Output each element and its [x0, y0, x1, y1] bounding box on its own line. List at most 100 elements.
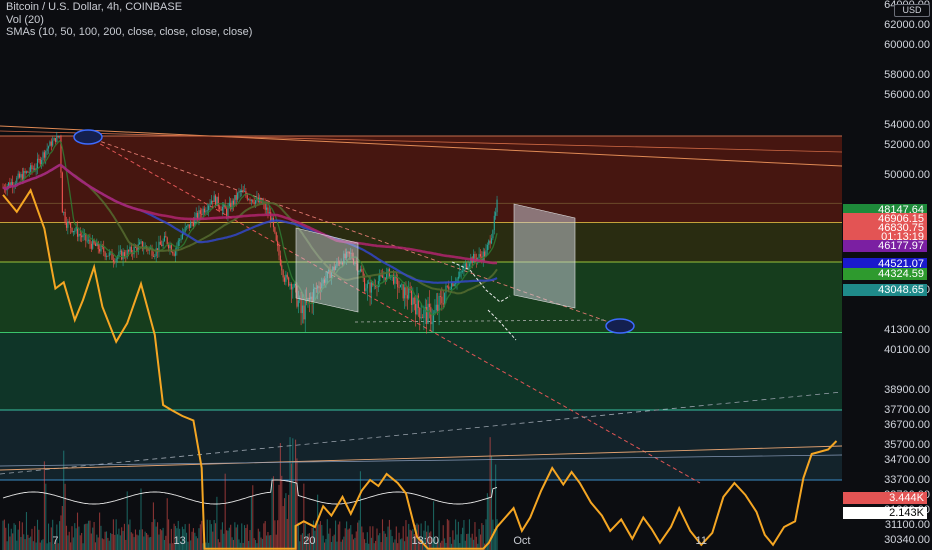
candle: [364, 277, 366, 292]
candle: [420, 317, 422, 319]
candle: [282, 270, 284, 278]
price-axis-label: 41300.00: [884, 324, 930, 336]
volume-bar: [259, 531, 261, 550]
volume-bar: [311, 527, 313, 550]
candle: [21, 174, 23, 181]
volume-bar: [79, 535, 81, 550]
candle: [78, 233, 80, 237]
volume-bar: [154, 519, 156, 550]
sma-indicator-label[interactable]: SMAs (10, 50, 100, 200, close, close, cl…: [6, 26, 253, 38]
currency-label[interactable]: USD: [894, 4, 930, 17]
volume-bar: [85, 523, 87, 550]
volume-bar: [278, 484, 280, 550]
candle: [228, 202, 230, 208]
candle: [214, 195, 217, 206]
candle: [74, 230, 76, 232]
candle: [104, 252, 106, 257]
volume-bar: [241, 523, 243, 550]
volume-bar: [41, 540, 43, 550]
volume-bar: [477, 543, 479, 550]
volume-bar: [277, 520, 279, 550]
volume-bar: [177, 520, 179, 550]
volume-bar: [45, 483, 47, 550]
candle: [53, 138, 55, 141]
volume-bar: [248, 540, 250, 550]
volume-bar: [314, 530, 316, 550]
candle: [187, 224, 189, 227]
candle: [455, 283, 457, 285]
candle: [239, 191, 241, 193]
volume-bar: [306, 537, 308, 550]
candle: [39, 158, 41, 165]
volume-bar: [54, 539, 56, 550]
candle: [322, 279, 324, 284]
volume-bar: [75, 528, 77, 550]
candle: [337, 261, 339, 263]
volume-bar: [354, 537, 356, 550]
candle: [355, 263, 357, 265]
volume-bar: [34, 526, 36, 550]
candle: [7, 182, 10, 186]
volume-bar: [464, 540, 466, 550]
time-axis-label: 11: [695, 535, 707, 547]
volume-bar: [9, 536, 11, 550]
candle: [19, 173, 21, 178]
candle: [126, 250, 128, 258]
candle: [57, 135, 59, 138]
candle: [16, 177, 18, 184]
teal-zone: [0, 332, 842, 410]
volume-bar: [321, 524, 323, 550]
volume-bar: [83, 524, 85, 550]
volume-bar: [53, 543, 55, 550]
candle: [206, 209, 208, 211]
volume-bar: [39, 542, 41, 550]
volume-bar: [147, 534, 149, 550]
volume-bar: [228, 527, 230, 550]
candle: [114, 261, 116, 263]
candle: [486, 244, 488, 251]
candle: [468, 263, 470, 267]
volume-bar: [362, 532, 364, 550]
candle: [136, 247, 138, 252]
candle: [401, 284, 403, 286]
volume-bar: [421, 543, 424, 550]
volume-bar: [43, 461, 45, 550]
background-zones: [0, 135, 842, 481]
volume-bar: [141, 529, 143, 550]
volume-bar: [488, 496, 490, 550]
candle: [445, 285, 447, 293]
volume-bar: [361, 526, 363, 550]
candle: [28, 171, 30, 173]
volume-indicator-label[interactable]: Vol (20): [6, 13, 44, 26]
candle: [129, 246, 131, 252]
volume-bar: [274, 520, 276, 550]
volume-bar: [402, 526, 404, 550]
volume-bar: [489, 437, 491, 550]
candle: [38, 158, 40, 160]
candle: [94, 243, 97, 247]
volume-bar: [63, 450, 65, 550]
candle: [416, 295, 418, 315]
candle: [466, 263, 468, 269]
candle: [64, 212, 66, 223]
symbol-title[interactable]: Bitcoin / U.S. Dollar, 4h, COINBASE: [6, 1, 183, 13]
candle: [174, 249, 177, 256]
candle: [323, 279, 326, 283]
volume-bar: [74, 523, 76, 550]
candle: [192, 222, 194, 227]
support-trendline: [0, 445, 843, 471]
markers: [73, 129, 635, 334]
volume-bar: [439, 542, 442, 550]
volume-bar: [166, 498, 168, 550]
candle: [430, 307, 432, 325]
volume-bar: [21, 522, 23, 550]
volume-bar: [67, 535, 69, 550]
volume-bar: [56, 524, 58, 550]
volume-bar: [88, 520, 90, 550]
volume-bar: [237, 524, 239, 550]
candle: [54, 138, 56, 142]
target-marker: [605, 318, 635, 334]
volume-bar: [72, 537, 74, 550]
candle: [210, 200, 212, 205]
